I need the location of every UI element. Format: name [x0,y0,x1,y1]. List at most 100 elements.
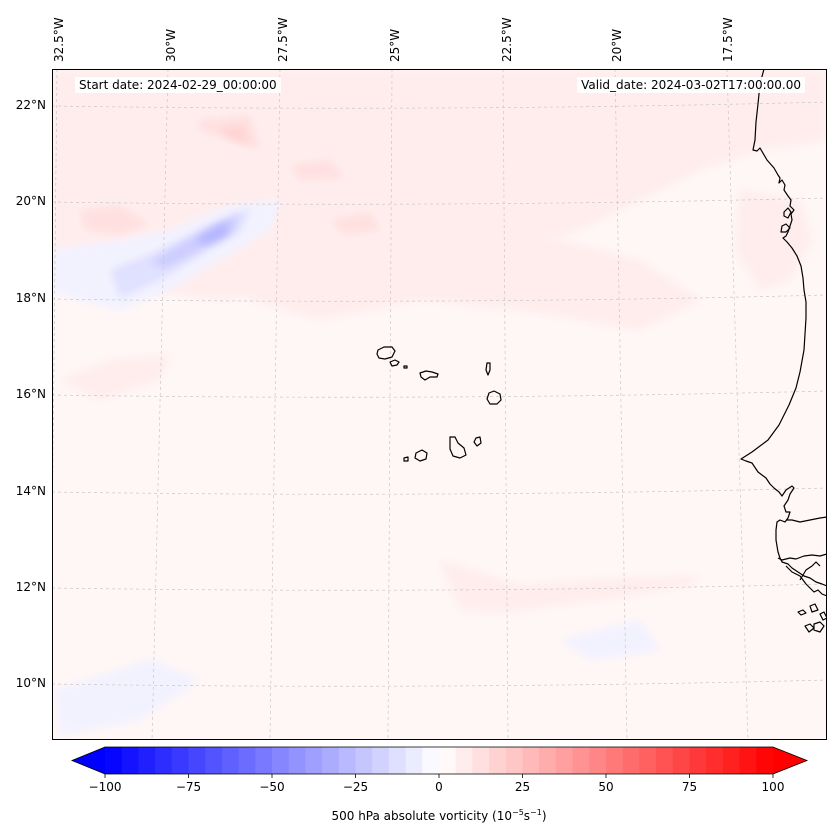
colorbar-bin [672,747,691,774]
coastline-guinea [785,565,827,597]
positive-vorticity-patch [60,355,170,400]
colorbar-bin [472,747,490,774]
colorbar-bin [489,747,507,774]
parallel-gridline [52,390,827,398]
coastline-southern [799,561,821,581]
colorbar-bin [372,747,390,774]
lon-label-17.5w: 17.5°W [721,17,735,62]
meridian-gridline [614,69,628,740]
lat-label-16n: 16°N [15,387,46,401]
negative-vorticity-patch [195,222,230,244]
meridian-gridline [387,69,393,740]
lat-label-10n: 10°N [15,676,46,690]
positive-vorticity-patch [440,560,700,612]
coastline-detail-north [780,207,792,233]
colorbar-bin [422,747,440,774]
negative-vorticity-patch [55,660,200,735]
island-brava [403,456,409,462]
colorbar-label-unit: s [523,809,531,823]
positive-vorticity-patch [80,205,150,235]
colorbar-bin [756,747,774,774]
colorbar-bin [188,747,206,774]
colorbar-label-main: 500 hPa absolute vorticity (10 [331,809,512,823]
colorbar-tick-label: 50 [598,780,614,794]
positive-vorticity-patch [330,212,380,235]
cape-verde-islands [376,346,502,462]
colorbar [70,746,809,778]
lon-label-25w: 25°W [388,28,402,62]
colorbar-label-exp2: −1 [530,808,542,817]
colorbar-bin [589,747,607,774]
colorbar-bin [656,747,674,774]
colorbar-tick-label: 25 [514,780,531,794]
colorbar-bin [739,747,757,774]
negative-vorticity-patch [560,620,660,660]
colorbar-bin [221,747,240,774]
colorbar-extend-low [72,747,105,774]
colorbar-bin [522,747,540,774]
colorbar-bin [171,747,190,774]
colorbar-bin [555,747,574,774]
bijagos-islands [797,603,827,633]
island-sao-nicolau [419,370,439,381]
parallel-gridline [52,294,827,302]
colorbar-bin [539,747,557,774]
island-santo-antao [376,346,396,360]
colorbar-label-end: ) [541,809,547,823]
lat-label-18n: 18°N [15,291,46,305]
colorbar-bin [121,747,139,774]
start-date-annotation: Start date: 2024-02-29_00:00:00 [75,77,281,93]
vorticity-field [52,69,827,740]
positive-vorticity-patch [735,190,812,290]
island-sao-vicente [389,359,400,367]
valid-date-annotation: Valid_date: 2024-03-02T17:00:00.00 [577,77,805,93]
map-frame [52,69,827,740]
colorbar-label: 500 hPa absolute vorticity (10−5s−1) [331,808,546,823]
colorbar-bin [706,747,724,774]
positive-vorticity-patch [290,160,345,180]
colorbar-bin [722,747,741,774]
field-patches [52,70,827,735]
colorbar-bin [238,747,256,774]
colorbar-tick-label: 75 [681,780,698,794]
island-santiago [449,436,467,459]
parallel-gridline [52,679,827,687]
coastlines [376,69,827,633]
lat-label-12n: 12°N [15,580,46,594]
parallel-gridline [52,197,827,205]
meridian-gridline [151,69,169,740]
parallel-gridline [52,101,827,109]
island-maio [473,436,482,447]
lat-label-20n: 20°N [15,194,46,208]
colorbar-bin [606,747,624,774]
colorbar-bin [622,747,640,774]
lon-label-22.5w: 22.5°W [500,17,514,62]
lat-label-22n: 22°N [15,98,46,112]
coastline-senegal-river [786,516,827,523]
colorbar-extend-high [773,747,807,774]
gridlines [52,69,827,740]
colorbar-bin [105,747,123,774]
meridian-gridline [726,69,749,740]
positive-vorticity-patch [110,130,280,215]
colorbar-bin [505,747,524,774]
island-sal [485,362,491,376]
colorbar-bin [405,747,423,774]
lon-label-20w: 20°W [610,28,624,62]
colorbar-bin [205,747,223,774]
colorbar-tick-label: −25 [342,780,369,794]
colorbar-bin [272,747,290,774]
colorbar-bin [288,747,306,774]
colorbar-bin [388,747,407,774]
colorbar-bin [338,747,357,774]
colorbar-bin [689,747,707,774]
coastline-africa [740,69,827,587]
parallel-gridline [52,583,827,591]
colorbar-bin [155,747,173,774]
parallel-gridline [52,487,827,495]
island-boa-vista [486,390,502,405]
island-santa-luzia [403,365,408,369]
colorbar-bin [305,747,323,774]
colorbar-tick-label: 100 [761,780,785,794]
meridian-gridline [269,69,281,740]
